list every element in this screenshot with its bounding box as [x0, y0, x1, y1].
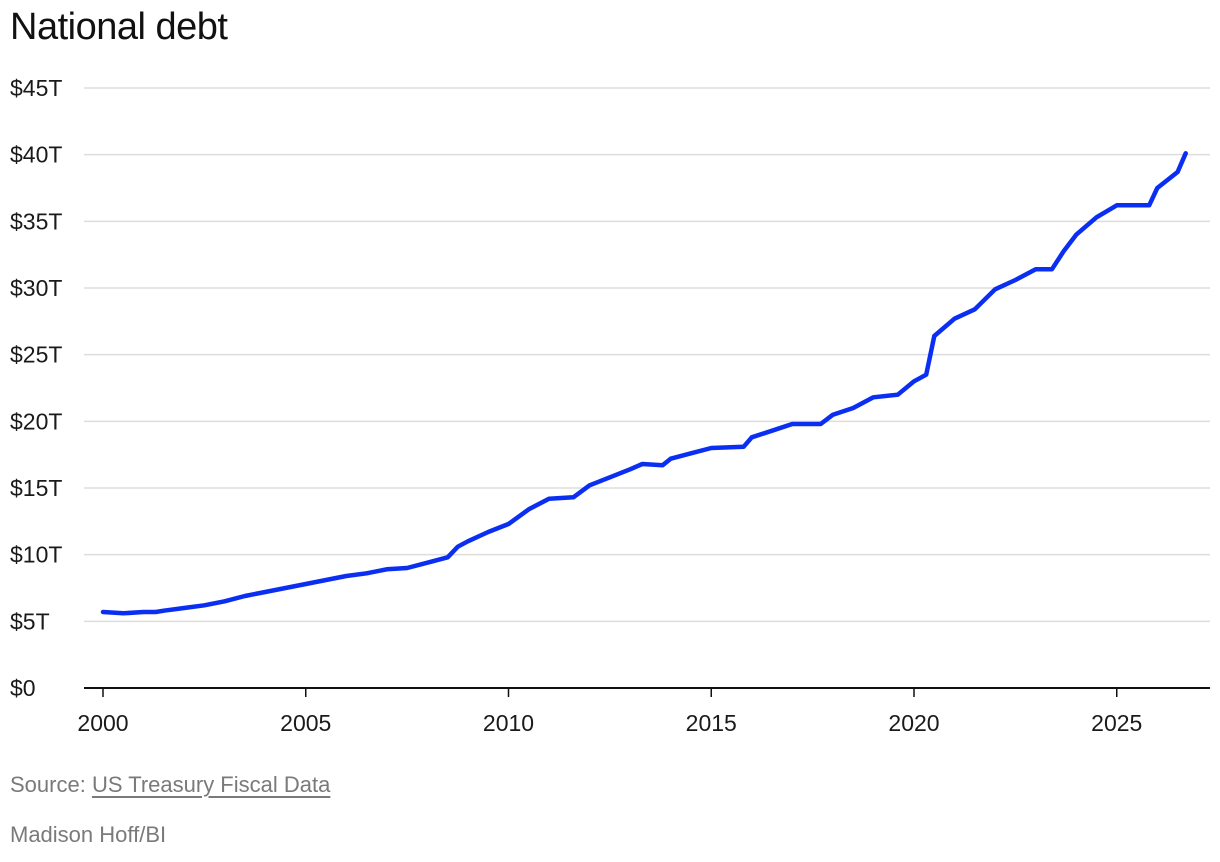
source-note: Source: US Treasury Fiscal Data [10, 772, 330, 798]
y-tick-label: $0 [10, 675, 36, 701]
x-axis: 2000 2005 2010 2015 2020 2025 [77, 688, 1142, 736]
x-tick-label: 2025 [1091, 710, 1142, 736]
x-tick-label: 2020 [888, 710, 939, 736]
y-tick-label: $30T [10, 275, 62, 301]
chart-title: National debt [10, 6, 228, 48]
x-tick-label: 2000 [77, 710, 128, 736]
series-line [100, 151, 1188, 616]
y-tick-label: $15T [10, 475, 62, 501]
y-tick-label: $5T [10, 608, 50, 634]
credit-line: Madison Hoff/BI [10, 822, 167, 847]
x-tick-label: 2015 [686, 710, 737, 736]
line-chart: $0 $5T $10T $15T $20T $25T $30T $35T $40T $45T 20… [10, 75, 1210, 736]
gridlines [84, 87, 1210, 623]
y-tick-label: $20T [10, 408, 62, 434]
y-tick-label: $45T [10, 75, 62, 101]
source-link[interactable]: US Treasury Fiscal Data [91, 772, 331, 797]
y-tick-label: $25T [10, 342, 62, 368]
x-tick-label: 2010 [483, 710, 534, 736]
source-prefix: Source: [10, 772, 92, 797]
y-tick-label: $10T [10, 542, 62, 568]
y-tick-label: $40T [10, 142, 62, 168]
y-tick-label: $35T [10, 208, 62, 234]
x-tick-label: 2005 [280, 710, 331, 736]
y-axis: $0 $5T $10T $15T $20T $25T $30T $35T $40T $45T [10, 75, 62, 701]
